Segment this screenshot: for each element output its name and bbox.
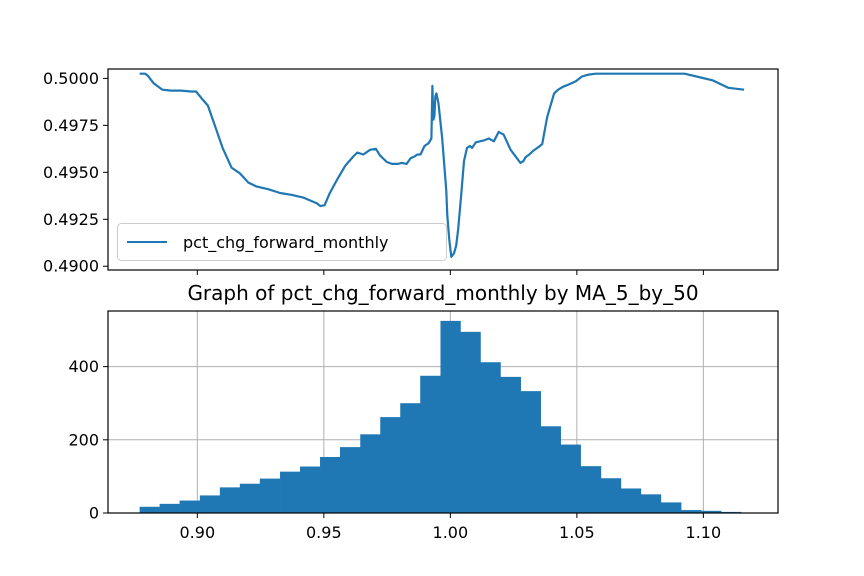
histogram-bar bbox=[380, 417, 401, 513]
histogram-bar bbox=[701, 510, 722, 513]
histogram-frame bbox=[107, 310, 779, 514]
y-tick-label: 0.4925 bbox=[43, 210, 99, 229]
histogram-bar bbox=[360, 434, 381, 513]
y-tick-label: 0.4975 bbox=[43, 116, 99, 135]
y-tick-label: 0.4950 bbox=[43, 163, 99, 182]
histogram-bar bbox=[320, 457, 341, 513]
histogram-bar bbox=[640, 494, 662, 513]
histogram-bar bbox=[199, 495, 221, 513]
histogram-bar bbox=[420, 375, 441, 513]
histogram-bar bbox=[440, 320, 461, 513]
legend-box bbox=[117, 223, 447, 261]
y-tick-label: 0.4900 bbox=[43, 257, 99, 276]
legend: pct_chg_forward_monthly bbox=[117, 223, 447, 261]
line-chart: 0.4900 0.4925 0.4950 0.4975 0.5000 pct_chg_f… bbox=[43, 68, 779, 276]
line-chart-x-axis bbox=[196, 270, 704, 275]
histogram-bar bbox=[460, 331, 481, 513]
histogram-bar bbox=[681, 510, 702, 513]
histogram-title: Graph of pct_chg_forward_monthly by MA_5… bbox=[187, 281, 698, 305]
x-tick-label: 1.00 bbox=[433, 523, 469, 542]
histogram-bar bbox=[400, 403, 421, 513]
y-tick-label: 0 bbox=[89, 504, 99, 523]
histogram-bar bbox=[480, 362, 501, 513]
x-tick-label: 1.10 bbox=[686, 523, 722, 542]
histogram-bar bbox=[219, 487, 241, 513]
histogram-bar bbox=[139, 506, 160, 513]
histogram-bar bbox=[500, 376, 521, 513]
histogram-bar bbox=[280, 471, 301, 513]
histogram-bar bbox=[259, 478, 281, 513]
histogram-bar bbox=[580, 466, 602, 513]
line-chart-y-axis: 0.4900 0.4925 0.4950 0.4975 0.5000 bbox=[43, 69, 108, 276]
line-chart-frame bbox=[107, 68, 779, 271]
histogram-bar bbox=[340, 447, 361, 513]
histogram-bar bbox=[540, 426, 561, 513]
y-tick-label: 400 bbox=[68, 357, 99, 376]
histogram-chart: Graph of pct_chg_forward_monthly by MA_5… bbox=[68, 281, 779, 542]
histogram-bar bbox=[520, 391, 541, 513]
x-tick-label: 0.95 bbox=[306, 523, 342, 542]
legend-label: pct_chg_forward_monthly bbox=[183, 233, 389, 253]
histogram-bar bbox=[179, 500, 201, 513]
x-tick-label: 1.05 bbox=[559, 523, 595, 542]
histogram-x-axis: 0.90 0.95 1.00 1.05 1.10 bbox=[180, 513, 722, 542]
histogram-bar bbox=[600, 478, 622, 513]
y-tick-label: 200 bbox=[68, 430, 99, 449]
series-line-pct-chg-forward-monthly bbox=[139, 72, 745, 258]
histogram-bar bbox=[239, 483, 261, 513]
histogram-bar bbox=[560, 444, 581, 513]
histogram-bar bbox=[620, 488, 642, 513]
histogram-bar bbox=[300, 466, 321, 513]
line-chart-marks bbox=[139, 72, 745, 258]
histogram-bars bbox=[139, 320, 742, 513]
histogram-y-axis: 0 200 400 bbox=[68, 357, 108, 523]
y-tick-label: 0.5000 bbox=[43, 69, 99, 88]
histogram-bar bbox=[660, 502, 682, 513]
x-tick-label: 0.90 bbox=[180, 523, 216, 542]
histogram-bar bbox=[159, 503, 180, 513]
